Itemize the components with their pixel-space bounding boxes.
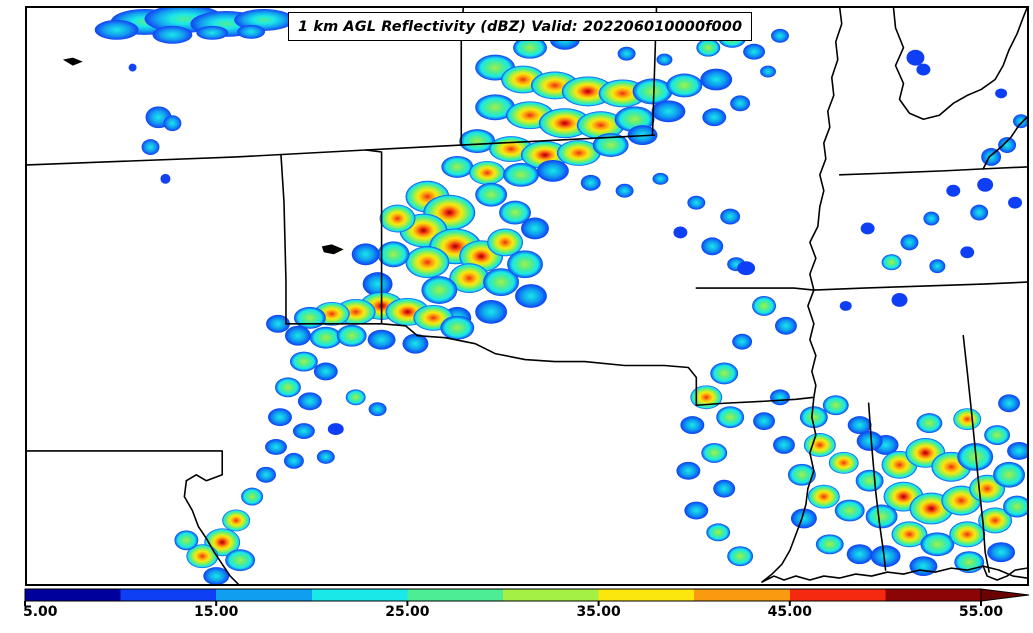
- colorbar-tick-labels: 5.00 15.00 25.00 35.00 45.00 55.00: [23, 604, 1029, 630]
- echo-group-alabama-florida: [856, 394, 1027, 577]
- colorbar-tick-label: 5.00: [23, 604, 58, 620]
- echo-group-colorado: [94, 8, 294, 184]
- echo-group-tennessee: [839, 49, 1027, 311]
- colorbar[interactable]: [24, 588, 1030, 606]
- colorbar-tick-label: 25.00: [385, 604, 430, 620]
- colorbar-band-group: [25, 588, 1030, 602]
- colorbar-tick-group: [24, 601, 982, 606]
- colorbar-band: [789, 589, 886, 601]
- colorbar-band: [25, 589, 121, 601]
- colorbar-extend-arrow: [980, 588, 1030, 602]
- colorbar-band: [503, 589, 599, 601]
- plot-title-box: 1 km AGL Reflectivity (dBZ) Valid: 20220…: [288, 12, 753, 41]
- colorbar-outline: [24, 588, 982, 602]
- echo-group-west-texas: [174, 351, 387, 584]
- echo-group-oklahoma: [266, 180, 549, 354]
- colorbar-tick-label: 35.00: [576, 604, 621, 620]
- reflectivity-layer: [94, 8, 1027, 584]
- colorbar-tick-label: 45.00: [767, 604, 812, 620]
- map-canvas: [27, 8, 1027, 584]
- colorbar-band: [311, 589, 408, 601]
- echo-group-mississippi: [773, 395, 899, 565]
- map-plot-area[interactable]: [25, 6, 1029, 586]
- colorbar-tick-label: 55.00: [958, 604, 1004, 620]
- colorbar-band: [216, 589, 312, 601]
- colorbar-swatches: [24, 588, 1030, 606]
- colorbar-band: [598, 589, 695, 601]
- plot-title-text: 1 km AGL Reflectivity (dBZ) Valid: 20220…: [298, 19, 743, 35]
- colorbar-band: [694, 589, 790, 601]
- echo-group-arklatex: [676, 261, 797, 567]
- colorbar-tick-label: 15.00: [194, 604, 239, 620]
- colorbar-band: [120, 589, 217, 601]
- boundary-layer: [27, 8, 1027, 584]
- colorbar-band: [407, 589, 503, 601]
- colorbar-band: [885, 589, 981, 601]
